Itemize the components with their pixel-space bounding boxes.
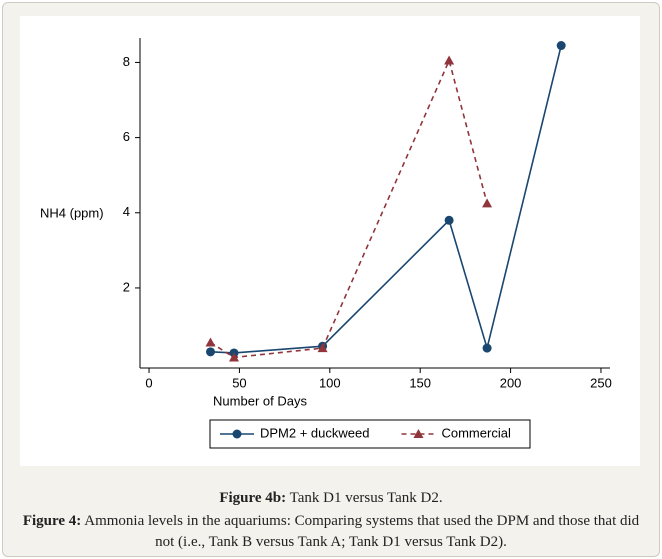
- legend-marker: [232, 429, 242, 439]
- caption: Figure 4: Ammonia levels in the aquarium…: [0, 511, 662, 553]
- x-tick-label: 250: [590, 375, 612, 390]
- legend-label: DPM2 + duckweed: [260, 425, 369, 440]
- point: [206, 347, 215, 357]
- y-axis-title: NH4 (ppm): [40, 205, 104, 220]
- x-tick-label: 200: [500, 375, 522, 390]
- x-tick-label: 0: [145, 375, 152, 390]
- x-tick-label: 150: [409, 375, 431, 390]
- subcaption: Figure 4b: Tank D1 versus Tank D2.: [0, 488, 662, 509]
- point: [556, 41, 566, 51]
- point: [482, 343, 492, 353]
- x-axis-title: Number of Days: [213, 393, 307, 408]
- series-line: [210, 58, 488, 359]
- y-tick-label: 6: [123, 129, 130, 144]
- x-tick-label: 50: [232, 375, 246, 390]
- y-tick-label: 8: [123, 54, 130, 69]
- y-tick-label: 4: [123, 204, 130, 219]
- legend-label: Commercial: [441, 425, 510, 440]
- point: [205, 337, 216, 347]
- chart: NH4 (ppm) Number of Days 2 4 6 8 0 50 100 150 20…: [20, 16, 640, 466]
- legend-box: [209, 419, 531, 449]
- subcaption-text: Tank D1 versus Tank D2.: [289, 490, 443, 506]
- caption-label: Figure 4:: [22, 513, 82, 529]
- point: [317, 343, 328, 353]
- caption-text: Ammonia levels in the aquariums: Compari…: [84, 513, 640, 550]
- legend-marker: [413, 429, 424, 438]
- point: [229, 352, 239, 362]
- chart-background: [20, 16, 640, 466]
- point: [444, 55, 455, 65]
- point: [482, 198, 493, 208]
- y-tick-label: 2: [123, 279, 130, 294]
- x-tick-label: 100: [319, 375, 341, 390]
- subcaption-label: Figure 4b:: [219, 490, 287, 506]
- point: [444, 215, 454, 225]
